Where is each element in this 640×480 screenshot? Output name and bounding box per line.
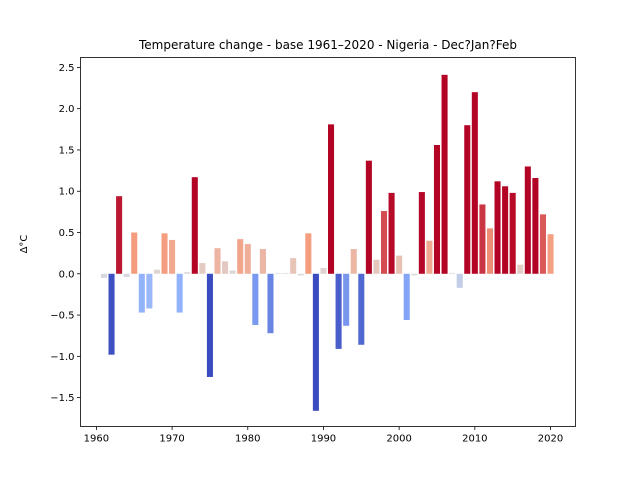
y-tick-label--0.5: −0.5	[50, 311, 74, 322]
bar-1995	[358, 273, 365, 345]
bar-1963	[116, 196, 123, 274]
bar-1978	[229, 270, 236, 274]
y-tick-label-0: 0.0	[59, 269, 75, 280]
bar-1979	[237, 239, 244, 274]
bar-1980	[244, 244, 251, 274]
bar-series	[100, 74, 554, 411]
bar-1992	[335, 273, 342, 349]
bar-2010	[471, 92, 478, 274]
bar-1969	[161, 233, 168, 274]
y-tick-label--1: −1.0	[50, 352, 74, 363]
bar-1999	[388, 192, 395, 274]
bar-2007	[449, 272, 456, 274]
bar-2016	[517, 264, 524, 274]
bar-2019	[539, 214, 546, 274]
bar-1976	[214, 248, 221, 274]
bar-2006	[441, 74, 448, 274]
bar-1985	[282, 272, 289, 274]
bar-2013	[494, 181, 501, 274]
bar-1991	[328, 124, 335, 274]
plot-frame	[80, 57, 576, 427]
bar-1970	[169, 239, 176, 274]
bar-2002	[411, 273, 418, 276]
bar-1990	[320, 268, 327, 274]
y-tick-label-1: 1.0	[59, 187, 75, 198]
bar-2001	[403, 273, 410, 321]
bar-1981	[252, 273, 259, 325]
chart-title: Temperature change - base 1961–2020 - Ni…	[138, 38, 517, 52]
bar-2018	[532, 178, 539, 274]
bar-1984	[275, 272, 282, 274]
bar-1975	[206, 273, 213, 377]
bar-1983	[267, 273, 274, 334]
y-axis-label: Δ°C	[19, 235, 30, 254]
y-tick-label-0.5: 0.5	[59, 228, 75, 239]
bar-2003	[418, 192, 425, 274]
bar-1971	[176, 273, 183, 313]
bar-1986	[290, 258, 297, 274]
bar-2020	[547, 234, 554, 274]
x-tick-label-2020: 2020	[538, 434, 563, 445]
bar-2000	[396, 255, 403, 274]
bar-1972	[184, 272, 191, 274]
bar-2017	[524, 166, 531, 274]
x-tick-label-2000: 2000	[386, 434, 411, 445]
bar-1973	[191, 177, 198, 274]
bar-1974	[199, 263, 206, 274]
y-axis: −1.5 −1.0 −0.5 0.0 0.5 1.0 1.5 2.0 2.5	[50, 63, 81, 404]
y-tick-label-2: 2.0	[59, 104, 75, 115]
bar-1989	[312, 273, 319, 411]
bar-2004	[426, 240, 433, 274]
bar-2005	[433, 145, 441, 274]
x-tick-label-1960: 1960	[84, 434, 109, 445]
bar-1966	[138, 273, 145, 313]
bar-1961	[100, 273, 107, 278]
bar-2009	[464, 125, 471, 274]
x-tick-label-2010: 2010	[462, 434, 487, 445]
y-tick-label-1.5: 1.5	[59, 145, 75, 156]
bar-1998	[380, 211, 388, 274]
bar-2008	[456, 273, 463, 288]
bar-1987	[297, 273, 304, 276]
x-tick-label-1980: 1980	[235, 434, 260, 445]
bar-1962	[108, 273, 115, 355]
y-tick-label-2.5: 2.5	[59, 63, 75, 74]
bar-1967	[146, 273, 153, 309]
bar-1997	[373, 259, 380, 274]
x-axis: 1960 1970 1980 1990 2000 2010 2020	[84, 426, 563, 445]
bar-1988	[305, 233, 312, 274]
x-tick-label-1970: 1970	[159, 434, 184, 445]
bar-2011	[479, 204, 486, 274]
bar-1994	[350, 249, 357, 274]
x-tick-label-1990: 1990	[311, 434, 336, 445]
bar-1964	[123, 273, 130, 278]
y-tick-label--1.5: −1.5	[50, 393, 74, 404]
bar-2012	[486, 228, 493, 274]
bar-1977	[222, 261, 229, 274]
bar-1993	[343, 273, 350, 326]
bar-1996	[365, 160, 372, 274]
bar-2015	[509, 192, 516, 274]
bar-1965	[131, 232, 138, 274]
bar-1968	[153, 269, 160, 274]
bar-1982	[259, 249, 266, 274]
bar-2014	[502, 186, 509, 274]
